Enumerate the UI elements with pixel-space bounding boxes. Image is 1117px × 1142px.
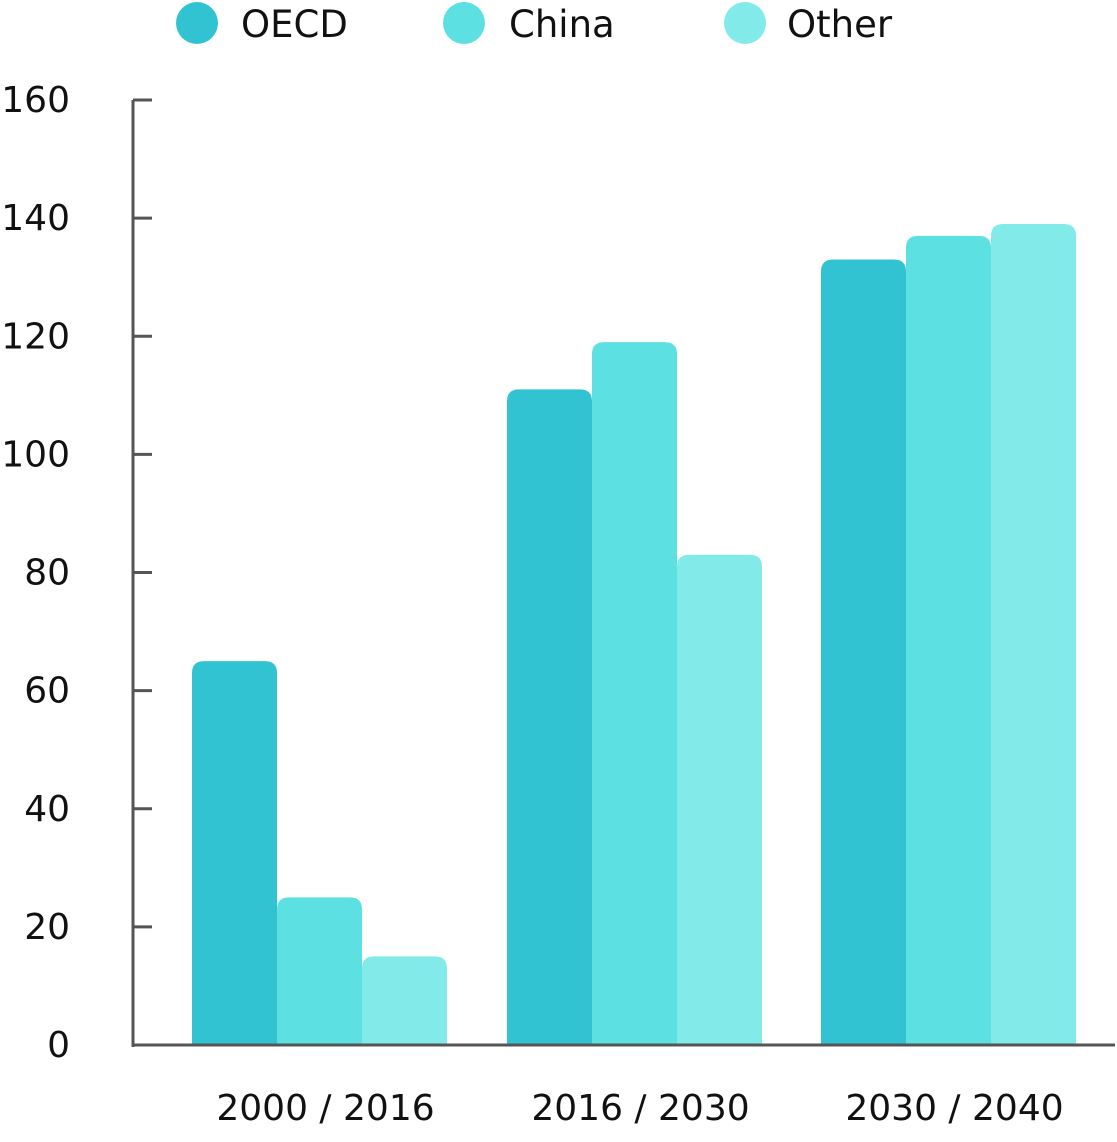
y-tick-label-0: 0	[47, 1025, 70, 1066]
y-tick-label-40: 40	[24, 789, 70, 830]
y-tick-label-80: 80	[24, 553, 70, 594]
legend-label-china: China	[509, 3, 615, 46]
bar-oecd-2016-2030	[507, 389, 592, 1045]
bar-other-2000-2016	[362, 956, 447, 1045]
legend-swatch-china	[443, 2, 485, 44]
y-tick-label-60: 60	[24, 671, 70, 712]
y-tick-label-120: 120	[1, 316, 70, 357]
legend-item-oecd: OECD	[176, 2, 348, 46]
x-category-label-2016-2030: 2016 / 2030	[531, 1088, 749, 1129]
legend-swatch-other	[724, 2, 766, 44]
bar-china-2016-2030	[592, 342, 677, 1045]
legend-swatch-oecd	[176, 2, 218, 44]
x-category-label-2030-2040: 2030 / 2040	[845, 1088, 1063, 1129]
y-tick-label-100: 100	[1, 434, 70, 475]
legend-label-other: Other	[787, 3, 893, 46]
bar-china-2030-2040	[906, 235, 991, 1045]
bars-group	[192, 224, 1076, 1045]
legend-label-oecd: OECD	[241, 3, 348, 46]
bar-other-2030-2040	[991, 224, 1076, 1045]
legend-item-china: China	[443, 2, 615, 46]
y-tick-label-140: 140	[1, 198, 70, 239]
bar-oecd-2030-2040	[821, 259, 906, 1045]
x-category-label-2000-2016: 2000 / 2016	[216, 1088, 434, 1129]
y-ticks-group: 0 20 40 60 80 100 120 140 160	[1, 80, 152, 1066]
legend: OECD China Other	[176, 2, 893, 46]
legend-item-other: Other	[724, 2, 893, 46]
bar-other-2016-2030	[677, 554, 762, 1045]
x-labels-group: 2000 / 2016 2016 / 2030 2030 / 2040	[216, 1088, 1063, 1129]
y-tick-label-20: 20	[24, 907, 70, 948]
bar-china-2000-2016	[277, 897, 362, 1045]
y-tick-label-160: 160	[1, 80, 70, 121]
bar-oecd-2000-2016	[192, 661, 277, 1045]
